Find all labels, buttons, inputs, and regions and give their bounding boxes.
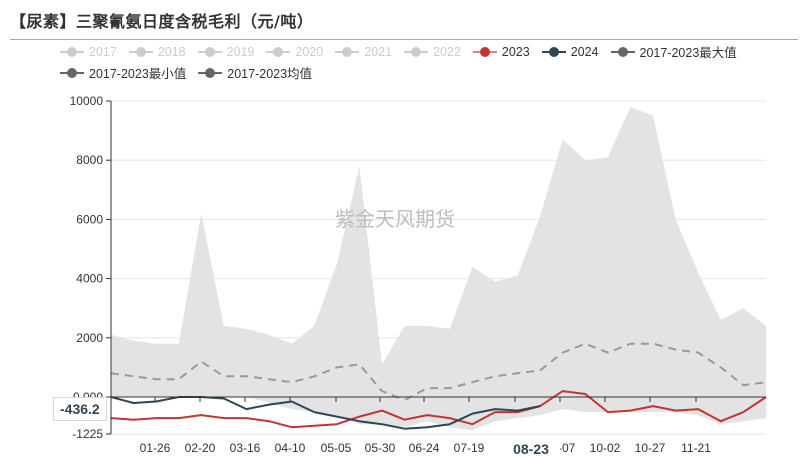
legend-item-2018[interactable]: 2018: [128, 44, 186, 59]
x-tick-label: 10-27: [635, 441, 666, 455]
legend-marker-icon: [266, 46, 291, 57]
legend-label: 2022: [433, 44, 461, 59]
x-tick-label: 10-02: [590, 441, 621, 455]
y-tick-label: 10000: [70, 94, 104, 108]
legend-item-2017-2023最大值[interactable]: 2017-2023最大值: [610, 42, 737, 61]
legend-item-2023[interactable]: 2023: [472, 44, 530, 59]
x-tick-label: 01-26: [140, 441, 171, 455]
legend-marker-icon: [197, 46, 222, 57]
legend-label: 2018: [157, 44, 186, 59]
x-tick-label: 03-16: [230, 441, 261, 455]
y-tick-label: 8000: [76, 153, 103, 167]
chart-title: 【尿素】三聚氰氨日度含税毛利（元/吨）: [10, 12, 314, 31]
legend-marker-icon: [198, 67, 223, 78]
x-tick-label: 06-24: [409, 441, 440, 455]
legend-item-2017[interactable]: 2017: [60, 45, 117, 59]
x-tick-label: 07-19: [454, 441, 485, 455]
legend-label: 2017-2023均值: [227, 67, 313, 81]
legend-marker-icon: [404, 46, 429, 57]
x-axis-pointer-label: 08-23: [502, 438, 560, 460]
legend-marker-icon: [128, 46, 153, 57]
legend-label: 2021: [364, 44, 393, 59]
legend-marker-icon: [335, 46, 360, 57]
watermark: 紫金天风期货: [335, 207, 455, 231]
legend-item-2017-2023最小值[interactable]: 2017-2023最小值: [60, 63, 186, 82]
x-tick-label: 04-10: [275, 441, 306, 455]
y-tick-label: 2000: [76, 331, 103, 345]
x-tick-label: 02-20: [185, 441, 216, 455]
legend-row-2: 2017-2023最小值 2017-2023均值: [60, 62, 780, 83]
legend-label: 2017-2023最大值: [639, 46, 737, 60]
x-tick-label: 11-21: [681, 441, 711, 455]
legend-label: 2017: [89, 44, 117, 59]
legend-marker-icon: [60, 67, 84, 78]
legend-row-1: 2017 2018 2019 2020 2021 2022 2023 2024 2017-202…: [60, 41, 780, 62]
y-tick-label: 4000: [76, 272, 103, 286]
legend-marker-icon: [472, 46, 497, 57]
y-tick-label: -1225: [72, 427, 103, 441]
y-tick-label: 6000: [76, 212, 103, 226]
title-divider: [10, 39, 798, 40]
legend: 2017 2018 2019 2020 2021 2022 2023 2024 2017-202…: [60, 41, 780, 83]
series-line-2017-2023均值: [110, 342, 767, 401]
legend-item-2024[interactable]: 2024: [541, 44, 599, 59]
legend-label: 2023: [501, 44, 530, 59]
series-line-2023: [110, 390, 767, 429]
legend-label: 2024: [570, 44, 599, 59]
legend-item-2022[interactable]: 2022: [404, 45, 461, 59]
max-min-band: [111, 106, 766, 431]
legend-label: 2019: [226, 44, 255, 59]
legend-item-2017-2023均值[interactable]: 2017-2023均值: [198, 63, 312, 82]
x-tick-label: 05-05: [321, 441, 352, 455]
legend-item-2021[interactable]: 2021: [335, 45, 392, 59]
legend-item-2020[interactable]: 2020: [266, 45, 323, 59]
axes: 1000080006000400020000.000-122501-2602-2…: [70, 94, 766, 455]
legend-label: 2020: [295, 44, 324, 59]
legend-marker-icon: [60, 46, 84, 57]
legend-marker-icon: [610, 46, 635, 57]
y-axis-pointer-label: -436.2: [53, 397, 107, 421]
legend-item-2019[interactable]: 2019: [197, 44, 255, 59]
x-tick-label: 05-30: [365, 441, 396, 455]
legend-label: 2017-2023最小值: [89, 67, 187, 81]
legend-marker-icon: [541, 46, 566, 57]
